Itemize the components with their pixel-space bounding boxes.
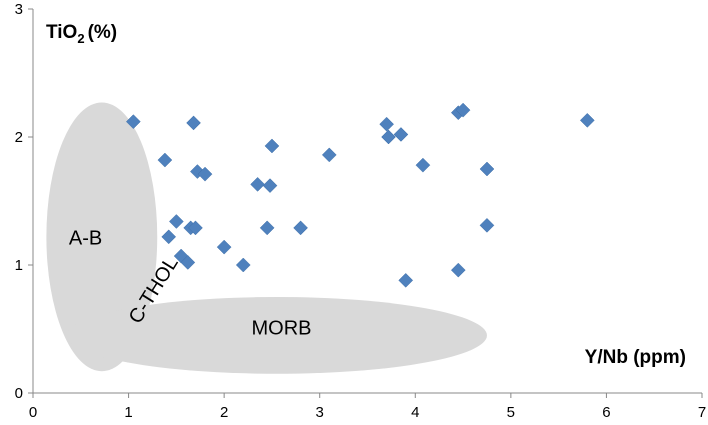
y-tick-label: 0 [15, 385, 23, 402]
x-tick-label: 6 [602, 404, 610, 421]
y-tick-label: 1 [15, 257, 23, 274]
data-points [125, 102, 595, 288]
data-point [264, 138, 280, 154]
data-point [398, 273, 414, 288]
data-point [262, 178, 278, 193]
data-point [579, 113, 595, 128]
x-axis-label: Y/Nb (ppm) [585, 347, 686, 368]
region-morb [66, 297, 487, 374]
x-tick-label: 3 [316, 404, 324, 421]
data-point [259, 220, 275, 236]
axes [32, 9, 702, 394]
y-tick-label: 3 [15, 1, 23, 18]
data-point [169, 214, 184, 229]
data-point [393, 127, 409, 142]
region-a-b [46, 102, 158, 372]
x-tick-label: 5 [507, 404, 515, 421]
data-point [186, 115, 201, 131]
data-point [180, 255, 196, 270]
data-point [157, 152, 173, 168]
x-tick-label: 4 [411, 404, 419, 421]
data-point [293, 220, 308, 236]
x-tick-label: 7 [698, 404, 706, 421]
data-point [216, 239, 232, 255]
classification-regions [46, 102, 487, 374]
data-point [455, 102, 471, 118]
data-point [450, 262, 466, 278]
tick-marks: 0 1 2 3 4 5 6 7 0 1 2 3 [15, 1, 707, 421]
data-point [197, 166, 213, 182]
y-axis-label: TiO2 (%) [46, 22, 117, 46]
y-axis-label-subscript: 2 [77, 31, 84, 46]
x-tick-label: 0 [29, 404, 37, 421]
x-tick-label: 1 [124, 404, 132, 421]
y-tick-label: 2 [15, 129, 23, 146]
data-point [479, 161, 495, 177]
y-axis-label-main: TiO [46, 22, 77, 43]
annotation-morb: MORB [251, 317, 311, 339]
data-point [379, 116, 394, 132]
data-point [415, 157, 431, 173]
data-point [321, 147, 337, 163]
y-axis-label-unit: (%) [88, 22, 118, 43]
data-point [125, 114, 141, 129]
data-point [188, 220, 203, 236]
data-point [161, 229, 177, 245]
data-point [381, 129, 396, 145]
data-point [250, 177, 265, 192]
annotation-a-b: A-B [69, 228, 102, 250]
x-tick-label: 2 [220, 404, 228, 421]
data-point [235, 257, 251, 273]
data-point [479, 217, 495, 233]
